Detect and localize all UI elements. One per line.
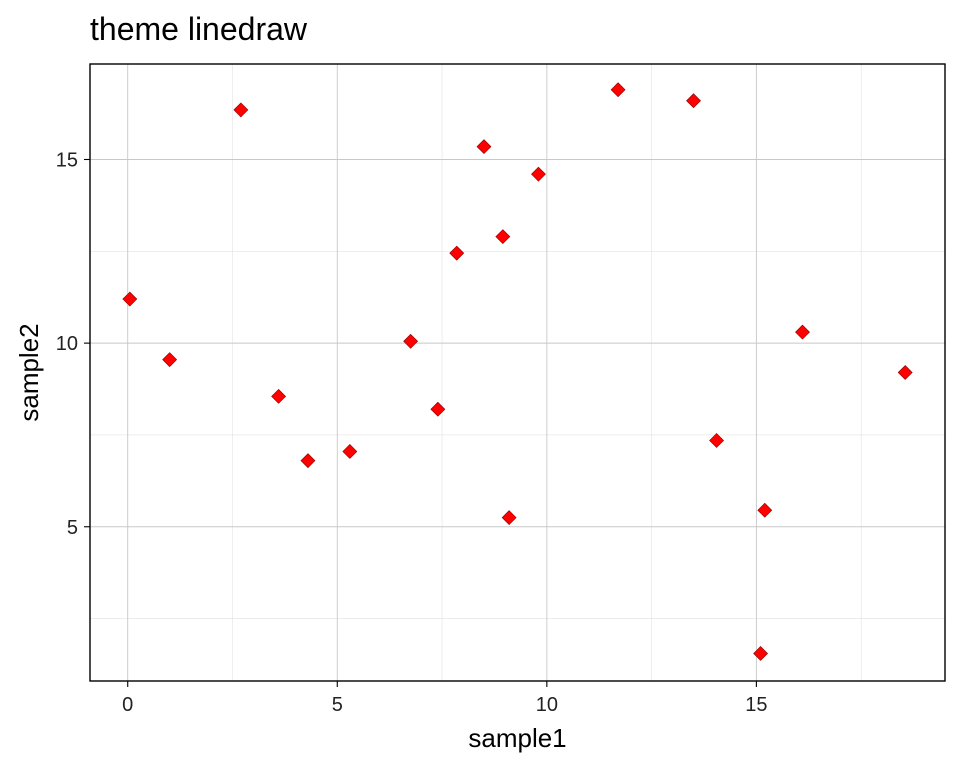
data-point-marker (757, 502, 773, 518)
plot-panel-border (89, 63, 946, 682)
data-point-marker (300, 453, 316, 469)
data-point-marker (897, 365, 913, 380)
data-point-marker (271, 388, 287, 404)
y-tick-label: 10 (56, 333, 78, 355)
data-point-marker (430, 401, 446, 417)
data-point-marker (122, 291, 138, 307)
data-point-marker (162, 352, 178, 368)
data-points (122, 82, 913, 661)
data-point-marker (610, 82, 626, 98)
data-point-marker (795, 324, 810, 340)
x-tick-label: 15 (745, 694, 767, 716)
data-point-marker (686, 93, 701, 109)
x-tick-label: 5 (332, 694, 343, 716)
data-point-marker (753, 646, 769, 661)
x-tick-label: 10 (536, 694, 558, 716)
y-axis-title: sample2 (14, 323, 44, 421)
data-point-marker (709, 433, 725, 448)
data-point-marker (476, 139, 492, 155)
x-axis-title: sample1 (468, 723, 566, 753)
data-point-marker (449, 245, 465, 261)
data-point-marker (233, 102, 249, 118)
data-point-marker (342, 444, 358, 459)
data-point-marker (531, 166, 546, 182)
data-point-marker (495, 229, 511, 245)
axis-ticks: 0 5 10 15 5 10 15 (56, 149, 768, 716)
grid-lines (90, 64, 945, 681)
data-point-marker (501, 510, 517, 525)
chart-title: theme linedraw (90, 11, 308, 47)
x-tick-label: 0 (122, 694, 133, 716)
y-tick-label: 5 (67, 517, 78, 539)
data-point-marker (403, 333, 419, 349)
y-tick-label: 15 (56, 149, 78, 171)
